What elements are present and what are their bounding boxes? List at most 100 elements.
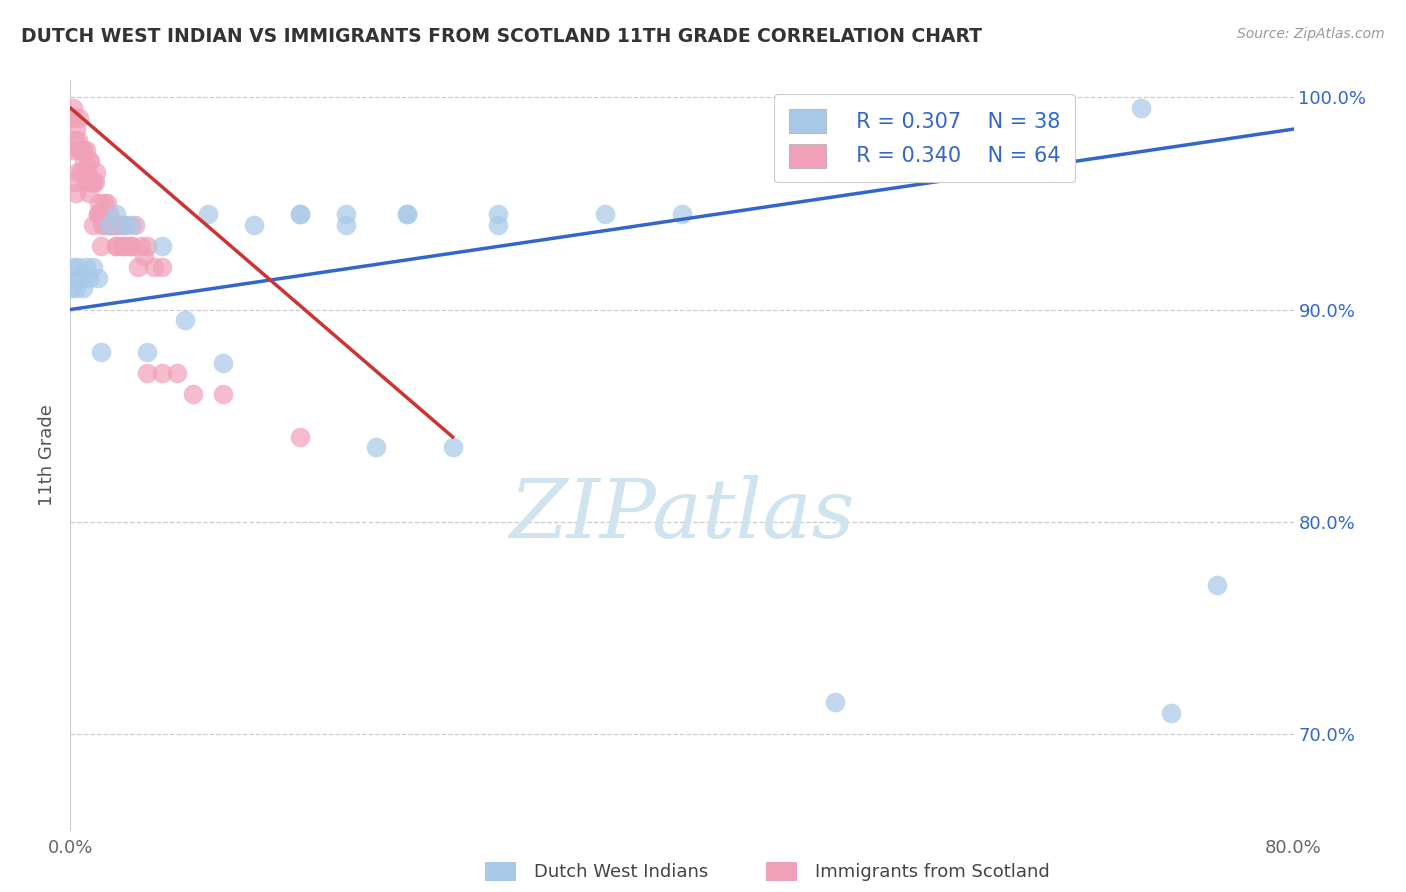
Point xyxy=(132,250,155,264)
Point xyxy=(82,175,104,189)
Point xyxy=(65,186,87,200)
Point xyxy=(335,207,357,221)
Point xyxy=(79,153,101,168)
Text: DUTCH WEST INDIAN VS IMMIGRANTS FROM SCOTLAND 11TH GRADE CORRELATION CHART: DUTCH WEST INDIAN VS IMMIGRANTS FROM SCO… xyxy=(21,27,981,45)
Point xyxy=(69,112,91,126)
Legend:   R = 0.307    N = 38,   R = 0.340    N = 64: R = 0.307 N = 38, R = 0.340 N = 64 xyxy=(775,95,1076,182)
Point xyxy=(121,239,143,253)
Text: ZIPatlas: ZIPatlas xyxy=(509,475,855,555)
Point xyxy=(89,196,111,211)
Point xyxy=(117,239,139,253)
Point xyxy=(97,218,120,232)
Point xyxy=(90,239,112,253)
Point xyxy=(87,270,110,285)
Point xyxy=(66,133,89,147)
Point xyxy=(69,144,91,158)
Point xyxy=(66,164,89,178)
Point xyxy=(111,239,134,253)
Point xyxy=(87,207,110,221)
Point xyxy=(90,207,112,221)
Text: Dutch West Indians: Dutch West Indians xyxy=(534,863,709,881)
Point xyxy=(60,112,83,126)
Text: Source: ZipAtlas.com: Source: ZipAtlas.com xyxy=(1237,27,1385,41)
Point xyxy=(166,366,188,380)
Point xyxy=(90,345,112,359)
Point xyxy=(62,144,84,158)
Point xyxy=(63,270,86,285)
Point xyxy=(82,218,104,232)
Point xyxy=(75,144,97,158)
Point xyxy=(98,218,121,232)
Point xyxy=(243,218,266,232)
Point xyxy=(63,175,86,189)
Y-axis label: 11th Grade: 11th Grade xyxy=(38,404,56,506)
Point xyxy=(96,196,118,211)
Point xyxy=(671,207,693,221)
Point xyxy=(82,260,104,274)
Point xyxy=(124,218,146,232)
Point xyxy=(335,218,357,232)
Point xyxy=(212,355,235,369)
Point xyxy=(197,207,219,221)
Point xyxy=(77,153,100,168)
Point xyxy=(395,207,418,221)
Point xyxy=(91,218,114,232)
Point xyxy=(75,260,97,274)
Point xyxy=(121,239,143,253)
Point xyxy=(824,695,846,709)
Point xyxy=(488,207,510,221)
Point xyxy=(288,430,311,444)
Point xyxy=(73,153,96,168)
Point xyxy=(112,239,135,253)
Point xyxy=(76,164,98,178)
Point xyxy=(80,175,103,189)
Point xyxy=(121,218,143,232)
Point xyxy=(77,186,100,200)
Point xyxy=(212,387,235,401)
Point xyxy=(150,239,173,253)
Point xyxy=(72,281,94,295)
Point xyxy=(66,260,89,274)
Point xyxy=(100,218,122,232)
Point xyxy=(288,207,311,221)
Point xyxy=(94,218,117,232)
Point xyxy=(441,441,464,455)
Point xyxy=(143,260,166,274)
Point xyxy=(135,239,157,253)
Point xyxy=(72,144,94,158)
Point xyxy=(135,345,157,359)
Point xyxy=(72,144,94,158)
Point xyxy=(595,207,617,221)
Point xyxy=(1129,101,1152,115)
Point xyxy=(488,218,510,232)
Point xyxy=(83,175,105,189)
Point xyxy=(69,270,91,285)
Point xyxy=(105,239,128,253)
Point xyxy=(65,281,87,295)
Point xyxy=(105,239,128,253)
Point xyxy=(70,144,93,158)
Point xyxy=(65,122,87,136)
Point xyxy=(150,366,173,380)
Point xyxy=(112,218,135,232)
Point xyxy=(150,260,173,274)
Point xyxy=(395,207,418,221)
Point xyxy=(75,175,97,189)
Point xyxy=(1206,578,1229,592)
Point xyxy=(60,281,83,295)
Point xyxy=(174,313,197,327)
Point xyxy=(87,207,110,221)
Point xyxy=(93,196,115,211)
Point xyxy=(105,207,128,221)
Point xyxy=(84,164,107,178)
Point xyxy=(62,260,84,274)
Point xyxy=(101,218,124,232)
Point xyxy=(77,270,100,285)
Point xyxy=(1160,706,1182,720)
Point xyxy=(288,207,311,221)
Point xyxy=(129,239,152,253)
Point xyxy=(108,218,131,232)
Point xyxy=(104,218,127,232)
Point xyxy=(62,101,84,115)
Point xyxy=(135,366,157,380)
